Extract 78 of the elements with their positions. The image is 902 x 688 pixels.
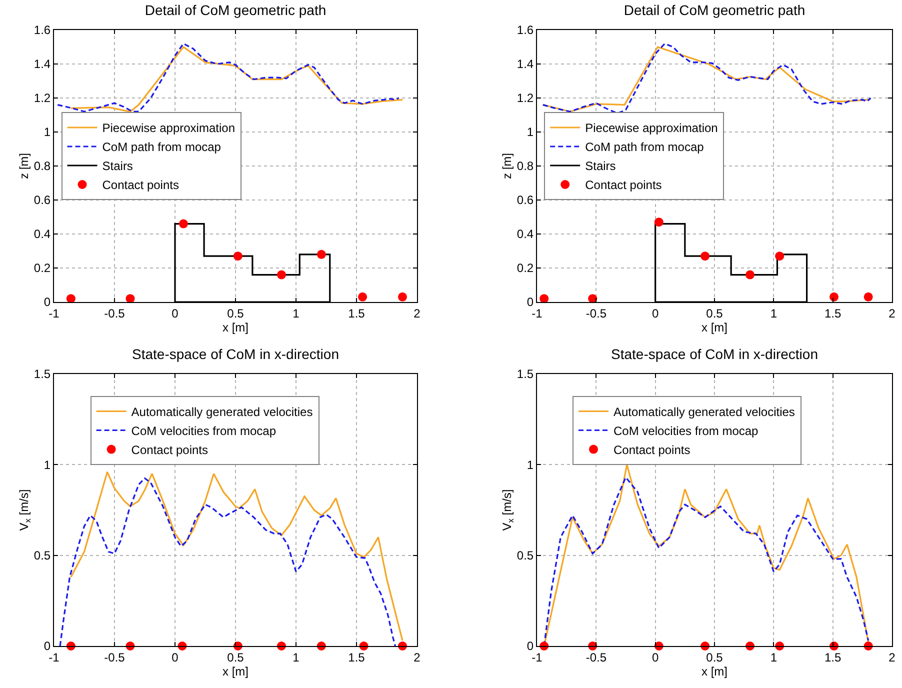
legend-label: Stairs <box>585 159 616 174</box>
y-tick-label: 0.5 <box>516 548 534 563</box>
y-tick-label: 0.5 <box>34 548 51 563</box>
y-tick-label: 1.4 <box>34 57 51 72</box>
x-tick-label: -1 <box>532 650 543 664</box>
y-tick-label: 0 <box>44 639 51 654</box>
y-tick-label: 0 <box>526 639 534 654</box>
y-axis-title: z [m] <box>17 153 32 179</box>
legend-label: Contact points <box>614 442 690 457</box>
x-axis-title: x [m] <box>222 320 248 334</box>
x-tick-label: -1 <box>532 306 543 320</box>
legend-label: CoM velocities from mocap <box>131 424 276 438</box>
y-tick-label: 0 <box>44 295 51 310</box>
legend-label: Contact points <box>131 442 208 457</box>
y-tick-label: 0.8 <box>516 159 534 174</box>
x-tick-label: 1.5 <box>348 306 366 320</box>
y-tick-label: 1 <box>526 125 534 140</box>
y-tick-label: 1.2 <box>516 91 534 106</box>
y-tick-label: 0.4 <box>34 227 51 242</box>
y-tick-label: 1.5 <box>516 367 534 382</box>
x-tick-label: 0 <box>172 306 179 320</box>
legend-label: Piecewise approximation <box>585 121 718 136</box>
y-tick-label: 0.6 <box>34 193 51 208</box>
x-tick-label: 0.5 <box>706 306 724 320</box>
y-tick-label: 1 <box>526 458 534 472</box>
x-tick-label: 1.5 <box>824 306 842 320</box>
y-tick-label: 0.2 <box>516 261 534 276</box>
x-tick-label: 0.5 <box>227 650 244 664</box>
x-tick-label: 0 <box>172 650 179 664</box>
x-tick-label: 1.5 <box>348 650 366 664</box>
legend-label: CoM velocities from mocap <box>614 424 759 438</box>
x-tick-label: -0.5 <box>586 306 607 320</box>
x-tick-label: 2 <box>888 306 896 320</box>
x-tick-label: -0.5 <box>104 306 126 320</box>
x-tick-label: 1 <box>292 650 300 664</box>
x-tick-label: 0 <box>652 650 659 664</box>
y-axis-title: z [m] <box>500 153 514 179</box>
chart-title: Detail of CoM geometric path <box>624 2 806 18</box>
chart-title: Detail of CoM geometric path <box>144 2 326 18</box>
y-tick-label: 1.4 <box>516 57 534 72</box>
y-tick-label: 0.6 <box>516 193 534 208</box>
x-tick-label: 0 <box>652 306 659 320</box>
y-tick-label: 1.6 <box>516 23 534 38</box>
x-tick-label: -0.5 <box>104 650 126 664</box>
legend-label: Stairs <box>102 159 133 174</box>
legend-label: Contact points <box>102 178 179 192</box>
x-tick-label: -1 <box>48 650 60 664</box>
x-tick-label: 2 <box>888 650 896 664</box>
x-tick-label: 0.5 <box>227 306 244 320</box>
x-axis-title: x [m] <box>222 664 248 678</box>
y-tick-label: 0.4 <box>516 227 534 242</box>
x-axis-title: x [m] <box>702 320 728 334</box>
x-tick-label: 2 <box>414 650 421 664</box>
legend-label: CoM path from mocap <box>102 140 222 154</box>
x-tick-label: 1 <box>770 650 778 664</box>
x-tick-label: -1 <box>48 306 60 320</box>
y-tick-label: 1 <box>44 458 51 472</box>
legend-label: Piecewise approximation <box>102 121 235 136</box>
chart-title: State-space of CoM in x-direction <box>611 346 818 362</box>
chart-title: State-space of CoM in x-direction <box>132 346 339 362</box>
x-tick-label: 1.5 <box>824 650 842 664</box>
legend-label: Automatically generated velocities <box>614 404 795 419</box>
y-tick-label: 0 <box>526 295 534 310</box>
x-tick-label: 1 <box>770 306 778 320</box>
legend-label: Contact points <box>585 178 662 192</box>
x-tick-label: 1 <box>292 306 300 320</box>
x-tick-label: 2 <box>414 306 421 320</box>
y-tick-label: 1.6 <box>34 23 51 38</box>
x-tick-label: -0.5 <box>586 650 607 664</box>
legend-label: CoM path from mocap <box>585 140 704 154</box>
legend-label: Automatically generated velocities <box>131 404 313 419</box>
x-axis-title: x [m] <box>702 664 728 678</box>
y-tick-label: 0.2 <box>34 261 51 276</box>
y-tick-label: 1.5 <box>34 367 51 382</box>
y-tick-label: 1.2 <box>34 91 51 106</box>
y-tick-label: 0.8 <box>34 159 51 174</box>
y-tick-label: 1 <box>44 125 51 140</box>
x-tick-label: 0.5 <box>706 650 724 664</box>
